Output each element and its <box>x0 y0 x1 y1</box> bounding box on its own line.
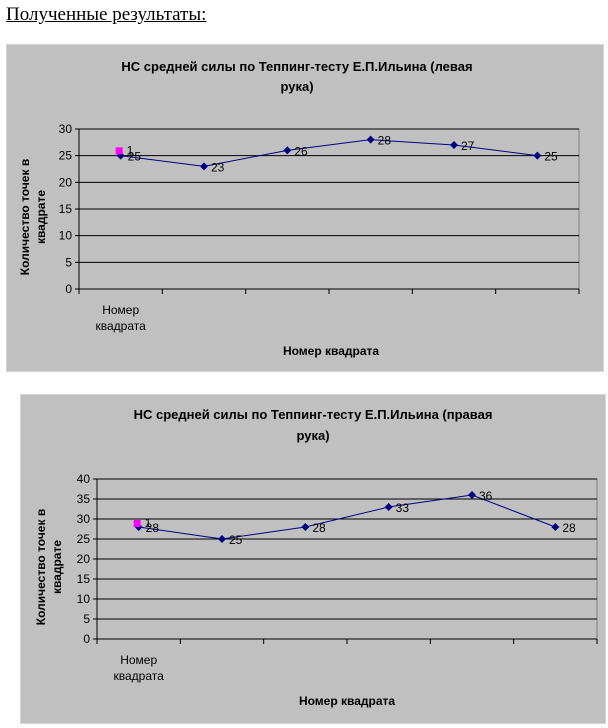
y-tick-label: 25 <box>77 532 91 546</box>
series-marker-square <box>115 147 123 155</box>
category-label-line2: квадрата <box>96 319 147 333</box>
data-label: 26 <box>294 144 308 158</box>
series-marker-label: 1 <box>127 143 134 157</box>
y-tick-label: 30 <box>77 512 91 526</box>
data-point <box>366 135 375 144</box>
y-tick-label: 35 <box>77 492 91 506</box>
data-label: 23 <box>211 160 225 174</box>
y-tick-label: 0 <box>65 282 72 296</box>
data-point <box>551 523 560 531</box>
chart-left-hand-svg: НС средней силы по Теппинг-тесту Е.П.Иль… <box>18 59 580 358</box>
category-label-line1: Номер <box>120 653 157 667</box>
data-point <box>200 162 208 171</box>
category-label-line1: Номер <box>102 303 139 317</box>
y-tick-label: 25 <box>59 149 73 163</box>
chart-title-line1: НС средней силы по Теппинг-тесту Е.П.Иль… <box>134 407 493 422</box>
chart-title-line2: рука) <box>280 79 313 94</box>
data-point <box>384 503 393 511</box>
y-axis-title-line1: Количество точек в <box>34 509 48 625</box>
data-label: 28 <box>312 521 326 535</box>
data-point <box>301 523 310 531</box>
data-point <box>450 141 458 149</box>
x-axis-title: Номер квадрата <box>283 344 379 358</box>
data-label: 25 <box>128 150 142 164</box>
category-label-line2: квадрата <box>114 669 165 683</box>
y-axis-title-line2: квадрате <box>34 190 48 244</box>
data-point <box>533 151 542 160</box>
data-point <box>116 151 125 160</box>
chart-right-hand-svg: НС средней силы по Теппинг-тесту Е.П.Иль… <box>34 407 598 708</box>
y-tick-label: 10 <box>77 592 91 606</box>
data-point <box>218 535 226 543</box>
y-tick-label: 5 <box>83 612 90 626</box>
chart-left-hand: НС средней силы по Теппинг-тесту Е.П.Иль… <box>6 44 604 372</box>
y-tick-label: 30 <box>59 122 73 136</box>
x-axis-title: Номер квадрата <box>299 694 395 708</box>
y-tick-label: 15 <box>59 202 73 216</box>
y-tick-label: 40 <box>77 472 91 486</box>
y-tick-label: 5 <box>65 255 72 269</box>
chart-title-line2: рука) <box>296 428 329 443</box>
data-label: 27 <box>461 139 475 153</box>
data-label: 28 <box>378 134 392 148</box>
chart-title-line1: НС средней силы по Теппинг-тесту Е.П.Иль… <box>121 59 472 74</box>
data-point <box>468 491 476 499</box>
data-label: 28 <box>562 521 576 535</box>
chart-right-hand: НС средней силы по Теппинг-тесту Е.П.Иль… <box>20 394 606 724</box>
y-axis-title-line1: Количество точек в <box>18 159 32 275</box>
series-marker-square <box>133 520 141 527</box>
series-line <box>120 139 538 167</box>
y-tick-label: 20 <box>59 175 73 189</box>
y-tick-label: 15 <box>77 572 91 586</box>
data-label: 28 <box>146 521 160 535</box>
data-label: 36 <box>479 489 493 503</box>
data-point <box>283 146 292 155</box>
y-tick-label: 20 <box>77 552 91 566</box>
series-marker-label: 1 <box>145 516 152 530</box>
data-label: 33 <box>396 501 410 515</box>
data-label: 25 <box>544 150 558 164</box>
y-tick-label: 10 <box>59 229 73 243</box>
y-axis-title-line2: квадрате <box>50 540 64 594</box>
page-heading: Полученные результаты: <box>6 4 207 25</box>
data-label: 25 <box>229 533 243 547</box>
series-line <box>138 494 556 540</box>
y-tick-label: 0 <box>83 632 90 646</box>
